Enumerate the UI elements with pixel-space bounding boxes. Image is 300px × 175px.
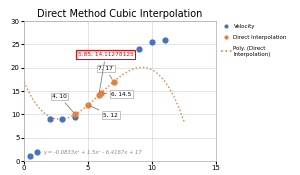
- Point: [85, 104, 90, 106]
- Point: [162, 38, 167, 41]
- Legend: Velocity, Direct Interpolation, Poly. (Direct
Interpolation): Velocity, Direct Interpolation, Poly. (D…: [221, 24, 287, 57]
- Point: [73, 115, 78, 118]
- Point: [98, 92, 103, 95]
- Text: 6, 14.5: 6, 14.5: [103, 92, 131, 97]
- Point: [111, 80, 116, 83]
- Point: [34, 150, 39, 153]
- Text: 5, 12: 5, 12: [91, 106, 118, 118]
- Text: 7, 17: 7, 17: [98, 66, 113, 79]
- Text: 5.85, 14.11278125: 5.85, 14.11278125: [78, 52, 134, 92]
- Point: [150, 41, 154, 43]
- Text: y = -0.0833x³ + 1.5x² - 6.4167x + 17: y = -0.0833x³ + 1.5x² - 6.4167x + 17: [43, 150, 142, 155]
- Point: [60, 118, 65, 120]
- Point: [47, 118, 52, 120]
- Point: [28, 155, 33, 158]
- Text: 4, 10: 4, 10: [52, 94, 74, 112]
- Title: Direct Method Cubic Interpolation: Direct Method Cubic Interpolation: [37, 9, 203, 19]
- Point: [73, 113, 78, 116]
- Point: [137, 48, 142, 50]
- Point: [97, 94, 101, 97]
